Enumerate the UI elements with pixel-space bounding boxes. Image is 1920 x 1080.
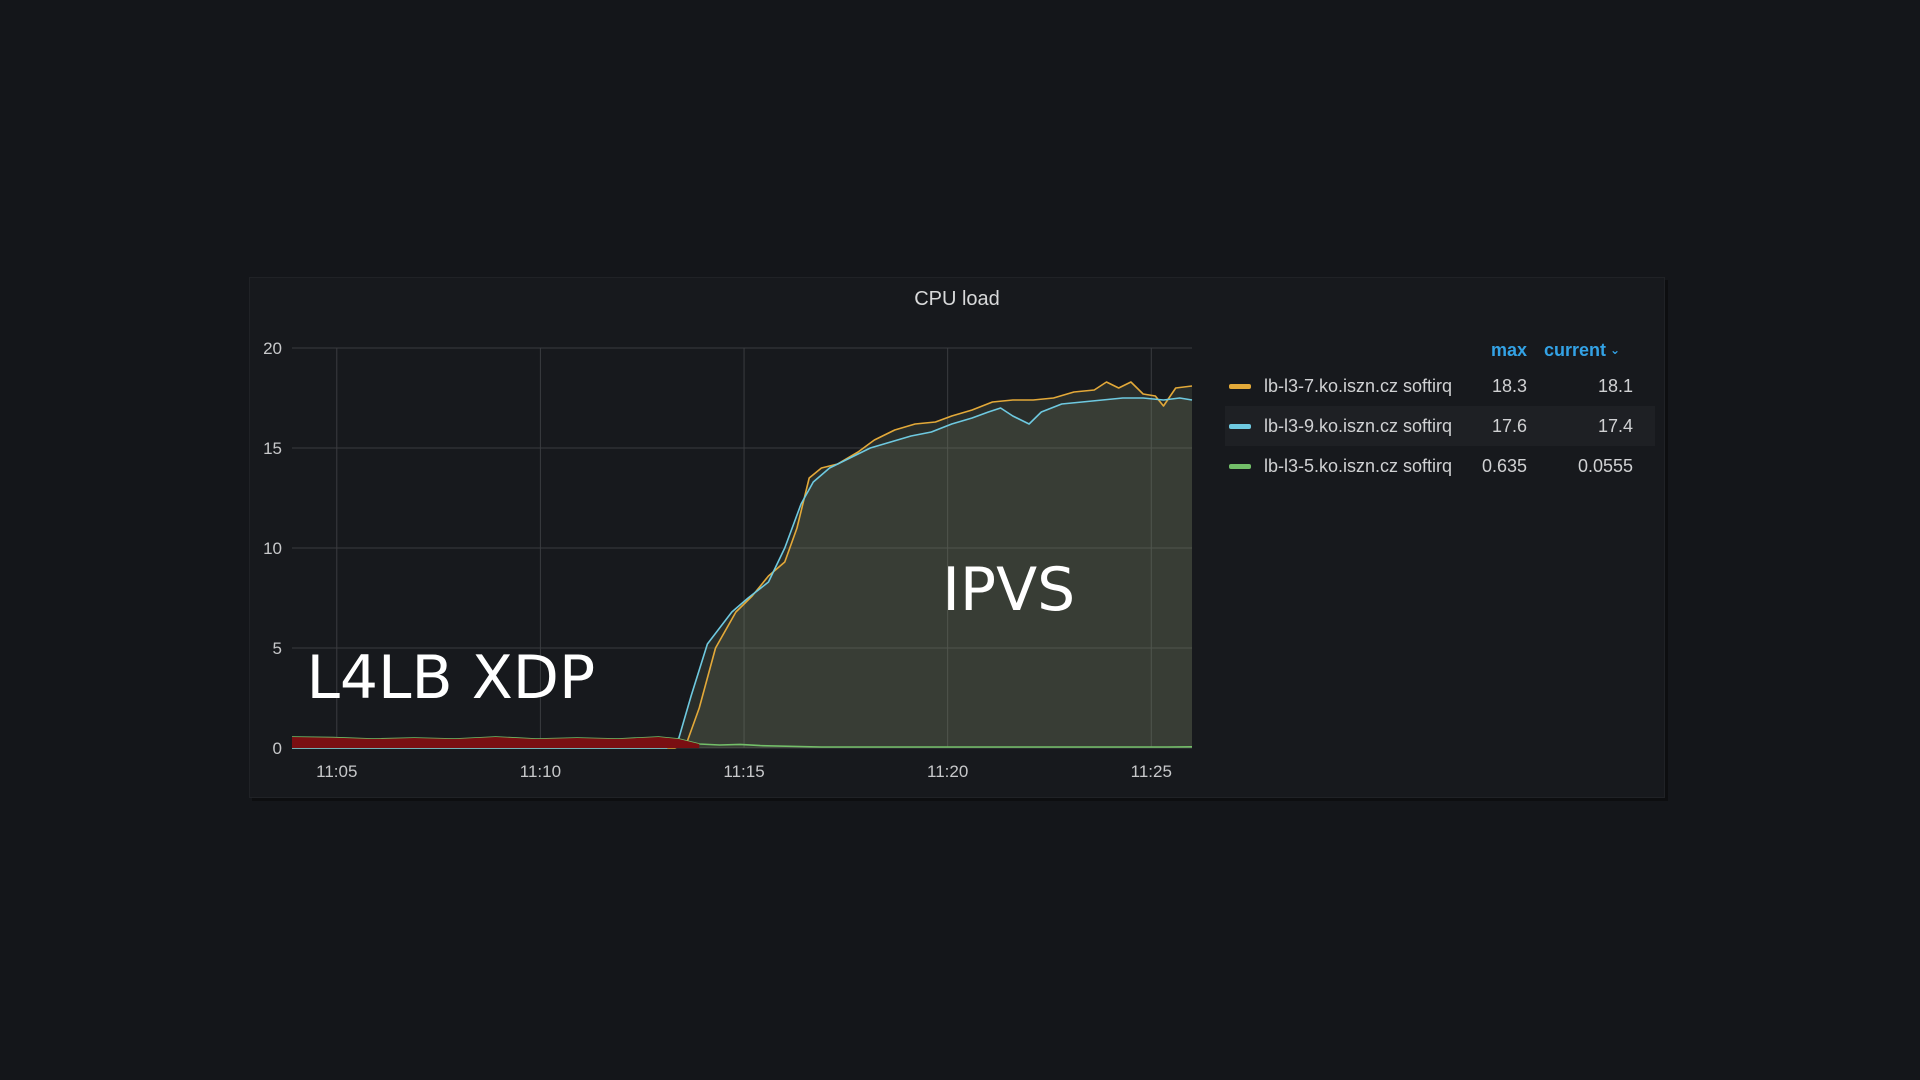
- y-tick-label: 0: [273, 739, 282, 758]
- x-tick-label: 11:15: [723, 762, 764, 781]
- legend-sort-max[interactable]: max: [1491, 340, 1528, 360]
- series-line: [292, 397, 1193, 749]
- line-layer: [291, 381, 1193, 749]
- legend-series-current: 17.4: [1597, 416, 1633, 436]
- legend-series-name[interactable]: lb-l3-7.ko.iszn.cz softirq: [1264, 376, 1453, 396]
- series-line: [291, 736, 1193, 748]
- annotation-layer: L4LB XDP IPVS: [306, 555, 1075, 713]
- panel-title[interactable]: CPU load: [914, 288, 1000, 310]
- x-tick-label: 11:05: [316, 762, 357, 781]
- chevron-down-icon: ⌄: [1610, 343, 1621, 357]
- legend-series-max: 18.3: [1491, 376, 1527, 396]
- legend-series-current: 0.0555: [1577, 456, 1633, 476]
- legend-row[interactable]: lb-l3-5.ko.iszn.cz softirq 0.635 0.0555: [1225, 446, 1655, 486]
- series-color-swatch[interactable]: [1229, 424, 1251, 429]
- grid-layer: [292, 347, 1192, 749]
- area-layer: [292, 382, 1192, 748]
- series-area-fill: [292, 398, 1192, 748]
- legend: max current ⌄ lb-l3-7.ko.iszn.cz softirq …: [1225, 340, 1655, 486]
- tick-layer: 0 5 10 15 20 11:05 11:10 11:15 11:20 11:25: [263, 339, 1172, 781]
- x-tick-label: 11:20: [927, 762, 968, 781]
- y-tick-label: 20: [263, 339, 282, 358]
- y-tick-label: 15: [263, 439, 282, 458]
- legend-series-current: 18.1: [1597, 376, 1633, 396]
- legend-sort-current[interactable]: current ⌄: [1544, 340, 1620, 361]
- xdp-band-layer: [292, 737, 700, 748]
- legend-series-name[interactable]: lb-l3-5.ko.iszn.cz softirq: [1264, 456, 1453, 476]
- legend-sort-current-label: current: [1544, 340, 1607, 360]
- legend-row[interactable]: lb-l3-7.ko.iszn.cz softirq 18.3 18.1: [1225, 366, 1655, 406]
- series-color-swatch[interactable]: [1229, 384, 1251, 389]
- annotation-label: L4LB XDP: [306, 643, 595, 713]
- legend-series-max: 17.6: [1491, 416, 1527, 436]
- cpu-load-chart: 0 5 10 15 20 11:05 11:10 11:15 11:20 11:25 L4LB X…: [263, 339, 1193, 781]
- series-line: [292, 381, 1193, 749]
- legend-header: max current ⌄: [1225, 340, 1655, 366]
- y-tick-label: 10: [263, 539, 282, 558]
- series-color-swatch[interactable]: [1229, 464, 1251, 469]
- cpu-load-panel: CPU load 0 5 10 15 20 11:05 11:10 11:15 11:20 11:…: [249, 277, 1665, 798]
- legend-series-max: 0.635: [1481, 456, 1527, 476]
- annotation-label: IPVS: [942, 555, 1075, 625]
- legend-series-name[interactable]: lb-l3-9.ko.iszn.cz softirq: [1264, 416, 1453, 436]
- y-tick-label: 5: [273, 639, 282, 658]
- xdp-band-fill: [292, 737, 700, 748]
- legend-row[interactable]: lb-l3-9.ko.iszn.cz softirq 17.6 17.4: [1225, 406, 1655, 446]
- x-tick-label: 11:25: [1131, 762, 1172, 781]
- x-tick-label: 11:10: [520, 762, 561, 781]
- series-area-fill: [292, 382, 1192, 748]
